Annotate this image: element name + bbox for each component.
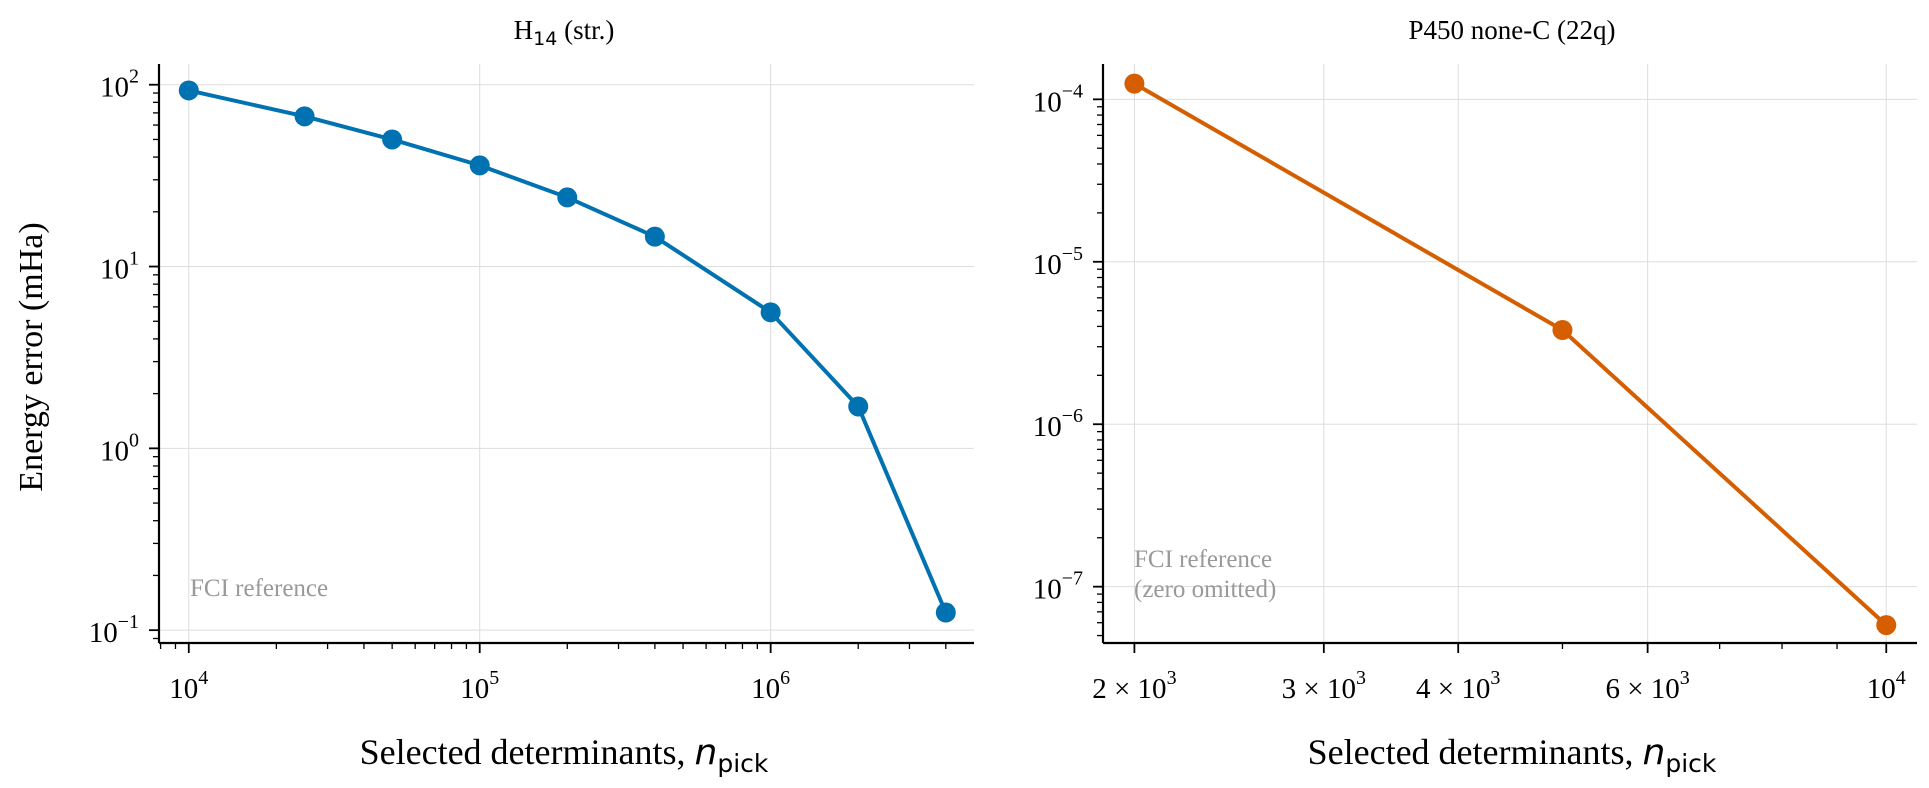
data-point [557,187,578,208]
data-point [178,80,199,101]
y-tick-label: 10−4 [1033,80,1083,118]
x-tick-label: 104 [1867,667,1906,705]
data-point [382,129,403,150]
y-axis-label: Energy error (mHa) [13,222,50,491]
y-tick-label: 10−7 [1033,568,1083,606]
data-point [935,602,956,623]
panel-h14: H14 (str.) Selected determinants, npick … [89,15,974,778]
y-tick-label: 10−1 [89,611,139,649]
data-point [294,106,315,127]
y-tick-label: 102 [100,66,139,104]
x-tick-label: 4 × 103 [1416,667,1500,705]
y-tick-label: 101 [100,248,139,286]
panel-p450: P450 none-C (22q) Selected determinants,… [1033,15,1917,778]
x-tick-label: 105 [460,667,499,705]
y-tick-label: 100 [100,429,139,467]
fci-reference-note: FCI reference (zero omitted) [1134,546,1276,603]
x-tick-label: 2 × 103 [1092,667,1176,705]
x-tick-label: 3 × 103 [1282,667,1366,705]
x-tick-label: 106 [751,667,790,705]
data-point [760,302,781,323]
y-tick-label: 10−5 [1033,243,1083,281]
data-point [1876,615,1897,636]
series-line [188,88,948,614]
x-tick-label: 6 × 103 [1605,667,1689,705]
x-axis-label: Selected determinants, npick [1308,732,1717,778]
panel-title: H14 (str.) [514,15,615,50]
series-line [1133,81,1888,627]
data-point [1552,320,1573,341]
data-point [1124,73,1145,94]
data-point [644,226,665,247]
data-point [848,396,869,417]
y-tick-label: 10−6 [1033,405,1083,443]
x-axis-label: Selected determinants, npick [360,732,769,778]
fci-reference-note: FCI reference [190,575,328,602]
data-point [469,155,490,176]
panel-title: P450 none-C (22q) [1409,15,1616,45]
x-tick-label: 104 [169,667,208,705]
